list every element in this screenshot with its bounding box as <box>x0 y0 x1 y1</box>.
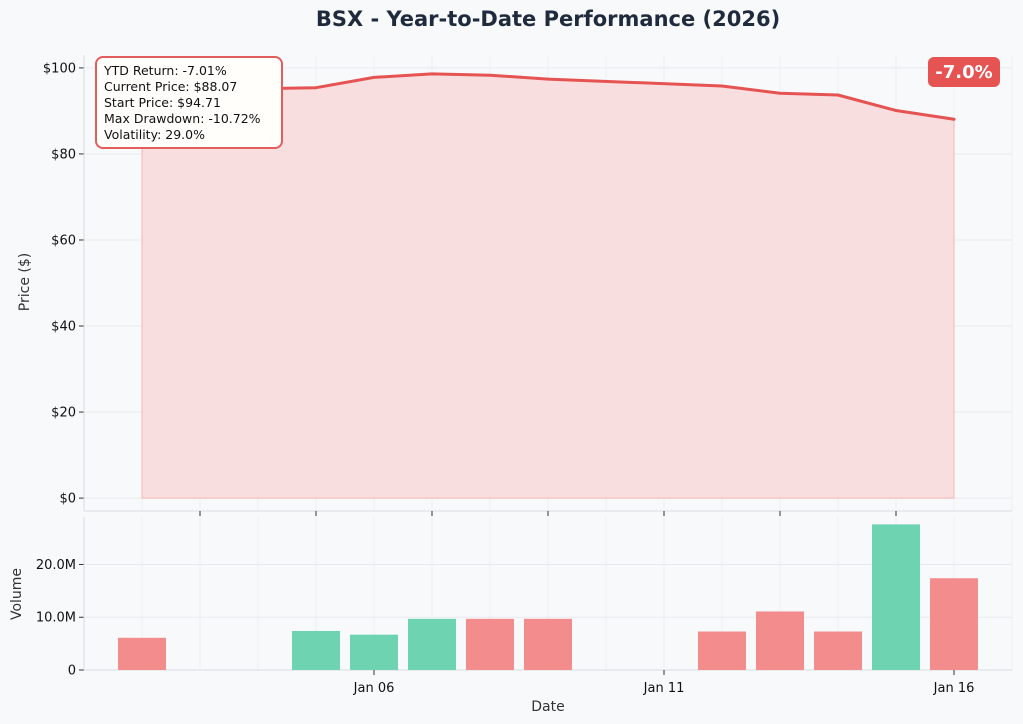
price-point <box>952 117 956 121</box>
volume-axis-label: Volume <box>9 568 25 620</box>
price-point <box>430 72 434 76</box>
volume-bar <box>524 618 572 670</box>
chart-title: BSX - Year-to-Date Performance (2026) <box>316 7 780 31</box>
price-point <box>778 91 782 95</box>
price-y-tick-label: $100 <box>43 61 76 76</box>
ytd-return-badge: -7.0% <box>928 57 1000 87</box>
stats-volatility: Volatility: 29.0% <box>104 127 205 142</box>
price-point <box>314 86 318 90</box>
volume-bar <box>350 634 398 670</box>
volume-bar <box>930 578 978 670</box>
stats-current-price: Current Price: $88.07 <box>104 79 238 94</box>
price-point <box>894 109 898 112</box>
volume-bar <box>814 631 862 670</box>
price-panel: $0 $20 $40 $60 $80 $100 <box>43 55 1013 516</box>
price-y-tick-label: $40 <box>51 320 76 335</box>
price-point <box>836 93 840 97</box>
volume-x-tick-label: Jan 11 <box>643 681 685 696</box>
volume-y-tick-label: 10.0M <box>36 611 76 626</box>
price-y-tick-label: $80 <box>51 147 76 162</box>
price-y-tick-label: $60 <box>51 233 76 248</box>
volume-bar <box>408 618 456 670</box>
price-y-tick-label: $20 <box>51 406 76 421</box>
price-point <box>720 84 724 88</box>
stats-start-price: Start Price: $94.71 <box>104 95 221 110</box>
price-point <box>372 75 376 79</box>
volume-bar <box>466 618 514 670</box>
volume-bar <box>872 524 920 670</box>
price-y-tick-label: $0 <box>59 492 76 507</box>
volume-y-tick-label: 0 <box>68 664 76 679</box>
volume-bar <box>292 630 340 670</box>
stats-ytd-return: YTD Return: -7.01% <box>104 63 227 78</box>
stats-box: YTD Return: -7.01% Current Price: $88.07… <box>95 56 283 149</box>
x-axis-label: Date <box>531 699 564 715</box>
volume-y-tick-label: 20.0M <box>36 558 76 573</box>
volume-x-tick-label: Jan 16 <box>933 681 975 696</box>
price-axis-label: Price ($) <box>17 253 33 311</box>
volume-panel: 0 10.0M 20.0M Jan 06 Jan 11 Jan 16 <box>36 517 1013 696</box>
volume-bar <box>118 637 166 670</box>
volume-x-tick-label: Jan 06 <box>353 681 395 696</box>
price-point <box>546 77 550 81</box>
stats-max-drawdown: Max Drawdown: -10.72% <box>104 111 261 126</box>
price-point <box>488 73 492 77</box>
volume-bar <box>756 611 804 670</box>
volume-bar <box>698 631 746 670</box>
